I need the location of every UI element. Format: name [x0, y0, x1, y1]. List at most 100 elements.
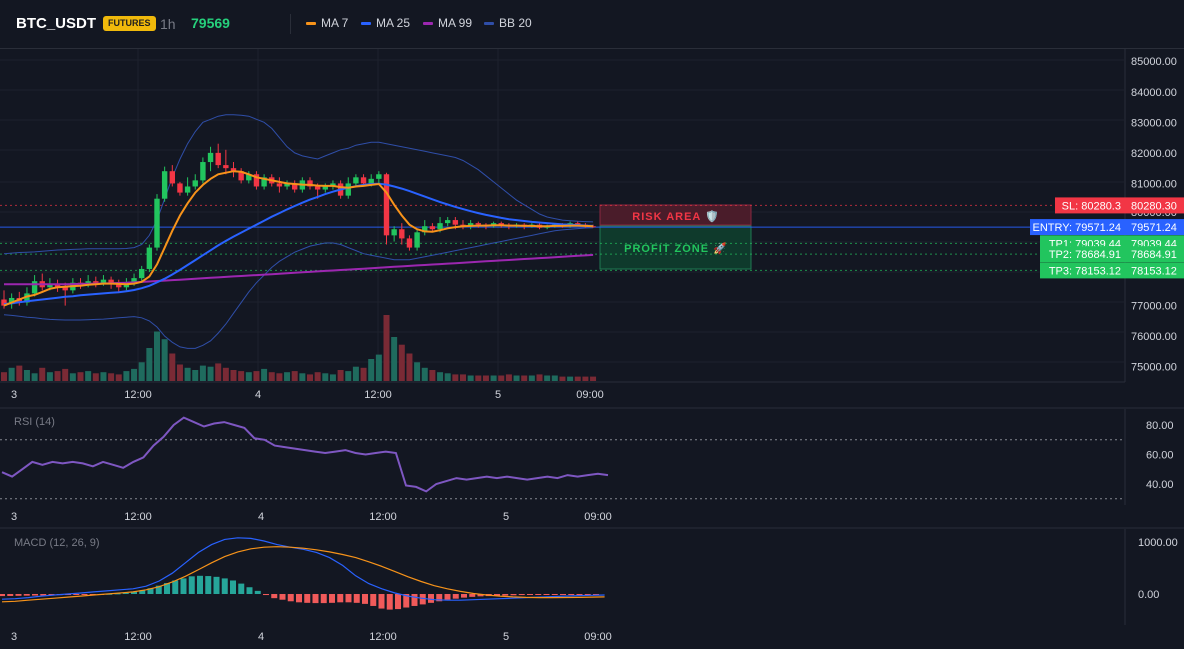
candle-body[interactable] — [8, 297, 15, 305]
candle-body[interactable] — [368, 178, 374, 184]
volume-bar — [551, 375, 558, 381]
tp2-tag-bg — [1040, 246, 1125, 263]
candle-body[interactable] — [93, 281, 99, 283]
legend-ma7[interactable]: MA 7 — [306, 16, 348, 30]
candle-body[interactable] — [230, 168, 237, 172]
time-tick-label: 12:00 — [369, 631, 397, 643]
macd-histogram-bar — [263, 594, 269, 596]
volume-bar — [276, 373, 283, 381]
macd-histogram-bar — [593, 594, 599, 595]
macd-histogram-bar — [502, 594, 509, 596]
candle-body[interactable] — [360, 177, 367, 184]
candle-body[interactable] — [146, 247, 153, 269]
candle-body[interactable] — [399, 229, 405, 239]
macd-histogram-bar — [386, 594, 393, 610]
candle-body[interactable] — [284, 183, 290, 187]
candle-body[interactable] — [131, 278, 137, 283]
candle-body[interactable] — [238, 171, 244, 181]
volume-bar — [1, 372, 7, 381]
time-tick-label: 12:00 — [124, 631, 152, 643]
volume-bar — [475, 375, 482, 381]
candle-body[interactable] — [452, 220, 459, 225]
macd-signal-line — [1, 546, 605, 603]
macd-histogram-bar — [296, 594, 302, 603]
macd-pane — [0, 537, 605, 610]
candle-body[interactable] — [54, 284, 61, 288]
candle-body[interactable] — [406, 238, 413, 248]
volume-bar — [92, 373, 99, 381]
candle-body[interactable] — [47, 284, 53, 288]
candle-body[interactable] — [223, 165, 229, 169]
candle-body[interactable] — [169, 171, 175, 184]
legend-ma99[interactable]: MA 99 — [423, 16, 472, 30]
candle-body[interactable] — [177, 183, 183, 193]
candle-body[interactable] — [276, 183, 283, 187]
macd-histogram-bar — [139, 590, 146, 594]
candle-body[interactable] — [85, 281, 91, 285]
candle-body[interactable] — [353, 177, 359, 184]
timeframe-selector[interactable]: 1h — [160, 16, 176, 32]
candle-body[interactable] — [498, 223, 504, 225]
candle-body[interactable] — [314, 186, 321, 190]
legend-ma25[interactable]: MA 25 — [361, 16, 410, 30]
candle-body[interactable] — [345, 183, 351, 196]
candle-body[interactable] — [475, 223, 481, 225]
macd-histogram-bar — [337, 594, 344, 603]
candle-body[interactable] — [62, 287, 68, 291]
candle-body[interactable] — [161, 171, 168, 199]
candle-body[interactable] — [154, 198, 160, 248]
candle-body[interactable] — [261, 177, 267, 187]
candle-body[interactable] — [414, 232, 420, 248]
candle-body[interactable] — [292, 183, 298, 190]
time-tick-label: 12:00 — [124, 389, 152, 401]
price-scale[interactable]: 85000.00 84000.00 83000.00 82000.00 81000.00… — [1131, 56, 1177, 374]
candle-body[interactable] — [116, 284, 122, 288]
legend-bb20[interactable]: BB 20 — [484, 16, 532, 30]
price-tick-label: 85000.00 — [1131, 56, 1177, 68]
symbol-name[interactable]: BTC_USDT — [16, 15, 97, 32]
candle-body[interactable] — [575, 223, 581, 225]
candle-body[interactable] — [207, 152, 214, 163]
candle-body[interactable] — [253, 174, 260, 187]
candle-body[interactable] — [139, 268, 145, 279]
volume-bar — [414, 362, 421, 381]
candle-body[interactable] — [445, 220, 451, 224]
candle-body[interactable] — [192, 180, 198, 187]
candle-body[interactable] — [429, 226, 436, 230]
macd-tick-label: 1000.00 — [1138, 537, 1178, 549]
rsi-tick-label: 60.00 — [1146, 450, 1174, 462]
candle-body[interactable] — [184, 186, 191, 193]
legend-ma7-swatch — [306, 22, 316, 26]
macd-histogram-bar — [345, 594, 352, 603]
volume-bar — [154, 331, 160, 381]
volume-bar — [268, 372, 275, 381]
candle-body[interactable] — [246, 174, 252, 181]
macd-histogram-bar — [164, 583, 170, 594]
profit-zone[interactable] — [599, 225, 752, 270]
candle-body[interactable] — [437, 223, 443, 230]
candle-body[interactable] — [215, 152, 221, 166]
time-scale-main[interactable]: 3 12:00 4 12:00 5 09:00 — [11, 389, 604, 401]
volume-bar — [490, 375, 497, 381]
candle-body[interactable] — [1, 299, 7, 306]
candle-body[interactable] — [200, 162, 206, 181]
candle-body[interactable] — [108, 279, 114, 285]
candle-body[interactable] — [376, 174, 382, 179]
volume-bar — [77, 372, 84, 381]
volume-bar — [559, 376, 566, 381]
volume-bar — [505, 374, 512, 381]
candle-body[interactable] — [391, 229, 397, 236]
volume-bar — [567, 376, 574, 381]
candle-body[interactable] — [100, 279, 107, 283]
candle-body[interactable] — [383, 174, 390, 236]
candle-body[interactable] — [467, 223, 474, 227]
candle-body[interactable] — [322, 186, 328, 190]
volume-bar — [54, 371, 61, 381]
candle-body[interactable] — [31, 281, 38, 294]
candle-body[interactable] — [422, 226, 428, 233]
candle-body[interactable] — [307, 180, 313, 187]
candle-body[interactable] — [24, 293, 30, 303]
macd-histogram-bar — [32, 594, 38, 596]
volume-bar — [322, 373, 329, 381]
